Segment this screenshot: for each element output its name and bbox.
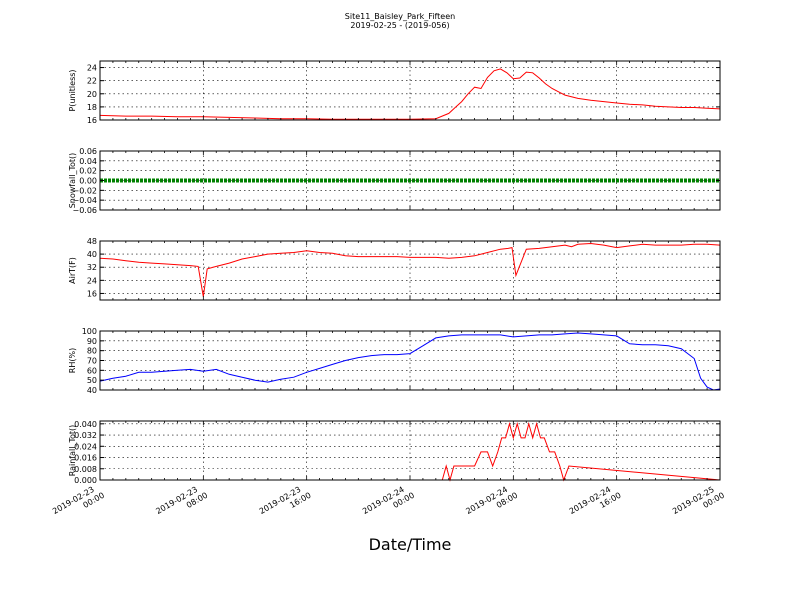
y-tick-label: 60 bbox=[87, 366, 97, 375]
y-tick-label: 0.040 bbox=[74, 420, 97, 429]
y-tick-label: 24 bbox=[87, 64, 97, 73]
y-tick-label: 0.02 bbox=[79, 167, 97, 176]
x-axis-label: Date/Time bbox=[369, 535, 452, 554]
y-tick-label: 0.016 bbox=[74, 454, 97, 463]
y-tick-label: 20 bbox=[87, 90, 97, 99]
y-tick-label: 24 bbox=[87, 276, 97, 285]
y-tick-label: 70 bbox=[87, 357, 97, 366]
y-tick-label: 0.024 bbox=[74, 442, 97, 451]
x-tick-label: 2019-02-2316:00 bbox=[258, 482, 313, 525]
y-axis-label: P(unitless) bbox=[68, 69, 77, 111]
y-axis-label: Rainfall_Tot() bbox=[68, 425, 77, 477]
chart-title: Site11_Baisley_Park_Fifteen bbox=[345, 12, 455, 21]
series-line-pressure bbox=[99, 68, 721, 120]
y-tick-label: 100 bbox=[82, 327, 97, 336]
y-tick-label: 90 bbox=[87, 337, 97, 346]
y-tick-label: 0.04 bbox=[79, 157, 97, 166]
y-tick-label: 16 bbox=[87, 116, 97, 125]
y-tick-label: −0.06 bbox=[72, 206, 97, 215]
plot-panels: 1618202224P(unitless)−0.06−0.04−0.020.00… bbox=[68, 60, 721, 485]
x-tick-label: 2019-02-2308:00 bbox=[154, 482, 209, 525]
x-axis: 2019-02-2300:00 2019-02-2308:00 2019-02-23… bbox=[51, 482, 726, 525]
x-tick-label: 2019-02-2300:00 bbox=[51, 482, 106, 525]
y-tick-label: 0.032 bbox=[74, 431, 97, 440]
series-line-humidity bbox=[99, 332, 721, 391]
y-tick-label: 80 bbox=[87, 347, 97, 356]
y-tick-label: 16 bbox=[87, 289, 97, 298]
x-tick-label: 2019-02-2500:00 bbox=[671, 482, 726, 525]
y-tick-label: 0.00 bbox=[79, 177, 97, 186]
x-tick-label: 2019-02-2408:00 bbox=[464, 482, 519, 525]
panel-air-temp: 16 24 32 40 48 AirT(F) bbox=[68, 237, 721, 301]
y-axis-label: RH(%) bbox=[68, 348, 77, 373]
y-tick-label: 32 bbox=[87, 263, 97, 272]
series-line-air-temp bbox=[99, 242, 721, 297]
panel-snowfall: −0.06−0.04−0.020.000.020.040.06Snowfall_… bbox=[68, 147, 721, 215]
y-axis-label: AirT(F) bbox=[68, 257, 77, 284]
y-tick-label: 0.000 bbox=[74, 476, 97, 485]
y-tick-label: 22 bbox=[87, 77, 97, 86]
y-tick-label: 48 bbox=[87, 237, 97, 246]
y-tick-label: 0.06 bbox=[79, 147, 97, 156]
y-tick-label: −0.02 bbox=[72, 186, 97, 195]
y-tick-label: 40 bbox=[87, 386, 97, 395]
x-tick-label: 2019-02-2400:00 bbox=[361, 482, 416, 525]
panel-pressure: 16 18 20 22 24 P(unitless) bbox=[68, 60, 721, 125]
y-tick-label: 50 bbox=[87, 376, 97, 385]
chart-subtitle: 2019-02-25 - (2019-056) bbox=[350, 21, 449, 30]
y-tick-label: 0.008 bbox=[74, 465, 97, 474]
series-line-rainfall bbox=[100, 421, 721, 482]
y-tick-label: 40 bbox=[87, 250, 97, 259]
x-tick-label: 2019-02-2416:00 bbox=[568, 482, 623, 525]
y-tick-label: 18 bbox=[87, 103, 97, 112]
y-axis-label: Snowfall_Tot() bbox=[68, 153, 77, 209]
panel-rainfall: 0.000 0.008 0.016 0.024 0.032 0.040Rainfall_T… bbox=[68, 420, 721, 485]
y-tick-label: −0.04 bbox=[72, 196, 97, 205]
